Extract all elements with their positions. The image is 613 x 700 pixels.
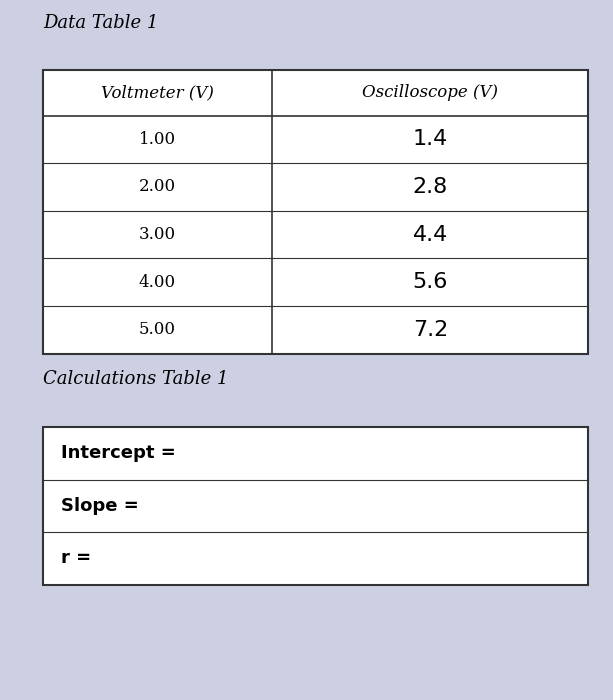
Text: Voltmeter (V): Voltmeter (V) xyxy=(101,84,214,102)
Text: 7.2: 7.2 xyxy=(413,320,448,340)
Text: 5.6: 5.6 xyxy=(413,272,448,292)
Text: Intercept =: Intercept = xyxy=(61,444,176,462)
Bar xyxy=(43,427,588,584)
Text: 4.4: 4.4 xyxy=(413,225,448,244)
Text: 2.00: 2.00 xyxy=(139,178,176,195)
Text: r =: r = xyxy=(61,550,91,567)
Text: 4.00: 4.00 xyxy=(139,274,176,290)
Bar xyxy=(43,70,588,354)
Text: 3.00: 3.00 xyxy=(139,226,176,243)
Text: Data Table 1: Data Table 1 xyxy=(43,13,158,32)
Text: 5.00: 5.00 xyxy=(139,321,176,338)
Text: Calculations Table 1: Calculations Table 1 xyxy=(43,370,229,388)
Text: Oscilloscope (V): Oscilloscope (V) xyxy=(362,84,498,102)
Text: 1.4: 1.4 xyxy=(413,130,448,149)
Text: 2.8: 2.8 xyxy=(413,177,448,197)
Text: Slope =: Slope = xyxy=(61,497,139,514)
Text: 1.00: 1.00 xyxy=(139,131,176,148)
